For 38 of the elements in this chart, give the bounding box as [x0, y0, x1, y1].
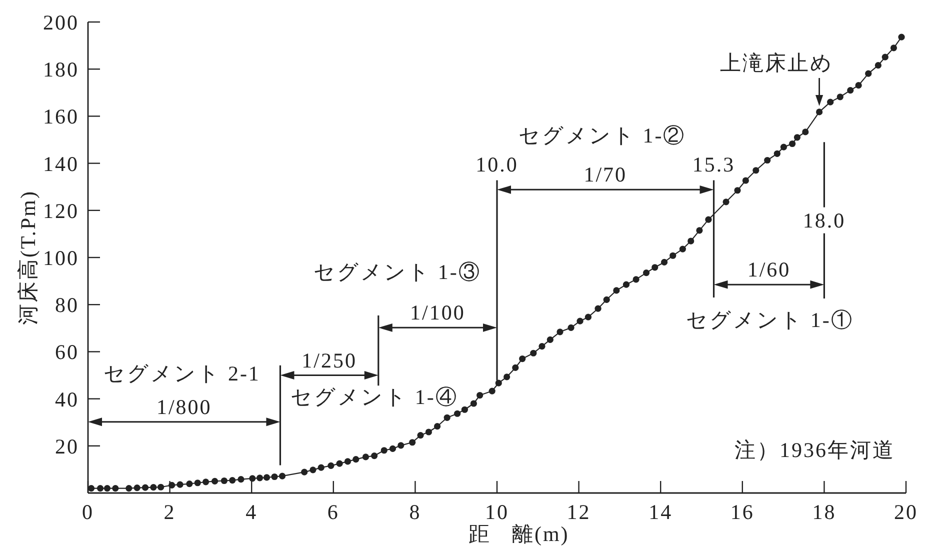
annotation: 1/70 [584, 162, 628, 187]
annotation: 1/60 [747, 258, 791, 282]
ref-line-label: 10.0 [476, 152, 518, 176]
x-tick-label: 18 [812, 500, 836, 524]
x-tick-label: 8 [409, 500, 422, 524]
y-tick-label: 40 [55, 387, 79, 412]
x-tick-label: 12 [566, 500, 591, 524]
annotation: セグメント 1-④ [290, 384, 458, 409]
y-tick-label: 100 [43, 246, 79, 270]
y-tick-label: 120 [43, 198, 79, 223]
y-tick-label: 180 [43, 58, 79, 82]
x-tick-label: 14 [648, 500, 673, 524]
annotation: セグメント 1-③ [314, 260, 481, 284]
x-tick-label: 2 [164, 500, 176, 524]
annotation: 1/800 [156, 394, 212, 419]
y-axis-title: 河床高(T.Pm) [16, 190, 40, 326]
y-tick-label: 80 [55, 293, 79, 318]
x-axis-title: 距 離(m) [468, 522, 570, 546]
ref-line-label: 15.3 [692, 152, 736, 176]
y-tick-label: 200 [43, 10, 79, 34]
y-tick-label: 60 [55, 340, 79, 364]
y-tick-label: 160 [43, 104, 79, 129]
x-tick-label: 6 [327, 500, 340, 524]
x-tick-label: 16 [730, 500, 754, 524]
annotation: セグメント 2-1 [104, 361, 260, 386]
y-tick-label: 140 [43, 152, 79, 176]
ref-line-label: 18.0 [802, 208, 846, 232]
annotation: 1/250 [302, 348, 357, 372]
x-tick-label: 10 [485, 500, 509, 524]
annotation: 注）1936年河道 [734, 438, 895, 462]
annotation: 1/100 [410, 300, 466, 325]
x-tick-label: 0 [82, 500, 94, 524]
annotation: 上滝床止め [720, 50, 834, 75]
y-tick-label: 20 [55, 434, 79, 458]
annotation: セグメント 1-① [686, 308, 854, 332]
x-tick-label: 20 [894, 500, 918, 524]
x-tick-label: 4 [246, 500, 258, 524]
annotation: セグメント 1-② [518, 123, 686, 148]
